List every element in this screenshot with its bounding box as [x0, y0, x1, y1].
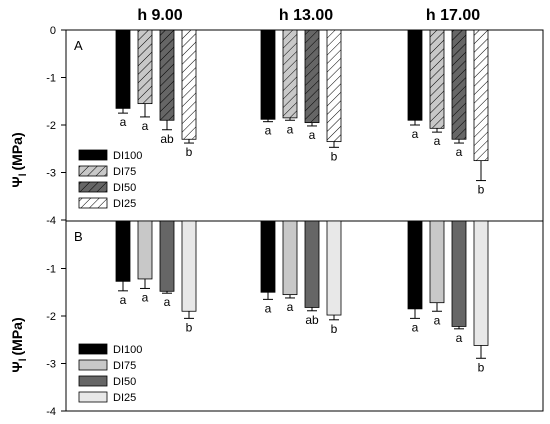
legend-swatch — [78, 359, 108, 371]
bar-di25 — [473, 29, 489, 162]
time-label-13: h 13.00 — [279, 7, 333, 24]
significance-letter: b — [478, 183, 485, 197]
significance-letter: ab — [305, 313, 319, 327]
legend-label: DI50 — [113, 376, 136, 388]
y-axis-title-b: Ψl (MPa) — [9, 317, 29, 372]
bar-di50 — [159, 220, 175, 292]
bar-di75 — [429, 29, 445, 129]
bar-di25 — [181, 29, 197, 140]
legend-swatch — [78, 149, 108, 161]
significance-letter: a — [287, 300, 294, 314]
svg-text:Ψl(MPa): Ψl (MPa) — [9, 132, 29, 187]
significance-letter: a — [456, 331, 463, 345]
y-axis-title-unit: (MPa) — [9, 317, 25, 355]
y-axis-title-subscript: l — [18, 173, 29, 176]
legend-swatch — [78, 197, 108, 209]
y-axis-title-symbol: Ψ — [9, 176, 25, 187]
legend-label: DI50 — [113, 182, 136, 194]
bar-di25 — [181, 220, 197, 312]
y-axis-title-unit: (MPa) — [9, 132, 25, 170]
legend-swatch — [78, 391, 108, 403]
significance-letter: a — [142, 119, 149, 133]
bar-di25 — [326, 220, 342, 316]
legend-layer: DI100 DI75 DI50 DI25 DI100 DI75 DI50 DI25 — [78, 149, 142, 404]
panel-label-b: B — [74, 229, 83, 244]
y-tick-label: -3 — [46, 359, 56, 371]
bar-di75 — [137, 29, 153, 105]
significance-letter: a — [120, 115, 127, 129]
significance-letter: a — [309, 128, 316, 142]
legend-label: DI75 — [113, 166, 136, 178]
bar-di75 — [282, 29, 298, 119]
bar-di75 — [137, 220, 153, 280]
significance-letter: a — [142, 290, 149, 304]
bar-di100 — [115, 29, 131, 109]
significance-letter: b — [186, 320, 193, 334]
legend-label: DI25 — [113, 198, 136, 210]
y-tick-label: -1 — [46, 264, 56, 276]
bar-di25 — [473, 220, 489, 346]
significance-letter: a — [120, 293, 127, 307]
bar-di50 — [304, 29, 320, 124]
y-tick-label: -4 — [46, 406, 56, 418]
legend-label: DI100 — [113, 150, 142, 162]
bar-di50 — [304, 220, 320, 308]
bar-di50 — [159, 29, 175, 121]
axes-layer: 0 -1 -2 -3 -4 -1 -2 -3 -4 — [46, 25, 66, 418]
bar-di100 — [260, 29, 276, 120]
significance-letter: a — [265, 301, 272, 315]
y-axis-title-subscript: l — [18, 358, 29, 361]
significance-letter: ab — [160, 132, 174, 146]
svg-text:Ψl(MPa): Ψl (MPa) — [9, 317, 29, 372]
bar-di100 — [260, 220, 276, 293]
significance-letter: a — [287, 122, 294, 136]
legend-swatch — [78, 375, 108, 387]
legend-swatch — [78, 343, 108, 355]
legend-swatch — [78, 181, 108, 193]
legend-label: DI75 — [113, 360, 136, 372]
y-tick-label: 0 — [50, 25, 56, 37]
y-axis-title-symbol: Ψ — [9, 361, 25, 372]
y-tick-label: -2 — [46, 120, 56, 132]
legend-label: DI100 — [113, 344, 142, 356]
significance-letter: a — [456, 145, 463, 159]
y-tick-label: -1 — [46, 73, 56, 85]
significance-letter: a — [412, 320, 419, 334]
y-axis-title-a: Ψl (MPa) — [9, 132, 29, 187]
bar-di100 — [407, 29, 423, 121]
time-label-17: h 17.00 — [426, 7, 480, 24]
significance-letter: a — [265, 124, 272, 138]
bar-di50 — [451, 29, 467, 140]
significance-letter: a — [434, 313, 441, 327]
panel-label-a: A — [74, 38, 83, 53]
y-tick-label: -3 — [46, 168, 56, 180]
bar-di100 — [115, 220, 131, 282]
significance-letter: a — [164, 295, 171, 309]
bar-di25 — [326, 29, 342, 143]
bar-di100 — [407, 220, 423, 310]
bar-di75 — [429, 220, 445, 304]
significance-letter: b — [478, 360, 485, 374]
significance-letter: b — [331, 322, 338, 336]
bar-di75 — [282, 220, 298, 296]
legend-label: DI25 — [113, 392, 136, 404]
significance-letter: b — [331, 149, 338, 163]
legend-swatch — [78, 165, 108, 177]
bar-di50 — [451, 220, 467, 327]
significance-letter: a — [412, 127, 419, 141]
y-tick-label: -4 — [46, 215, 56, 227]
time-label-9: h 9.00 — [137, 7, 182, 24]
y-tick-label: -2 — [46, 311, 56, 323]
significance-letter: b — [186, 145, 193, 159]
significance-letter: a — [434, 134, 441, 148]
